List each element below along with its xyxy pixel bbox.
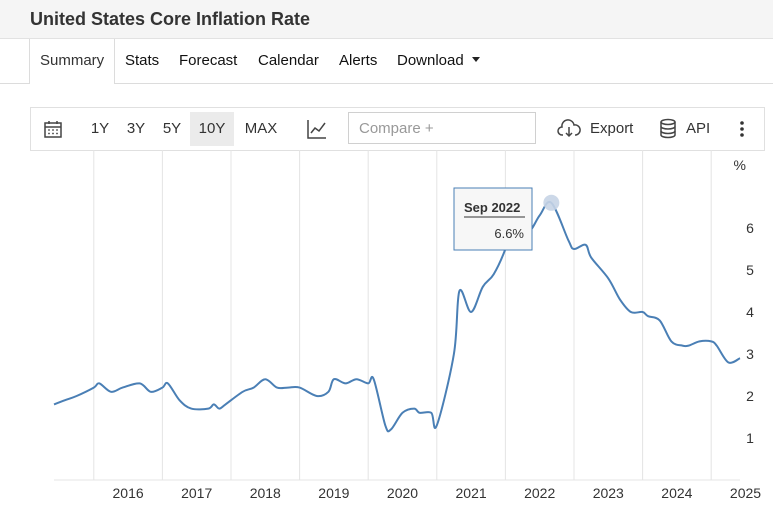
x-tick-label: 2024 xyxy=(661,485,692,501)
tab-summary[interactable]: Summary xyxy=(29,39,116,84)
y-unit-label: % xyxy=(734,157,746,173)
export-button[interactable]: Export xyxy=(590,120,634,137)
y-tick-label: 4 xyxy=(746,304,754,320)
compare-input[interactable] xyxy=(348,112,536,144)
x-tick-label: 2021 xyxy=(456,485,487,501)
y-tick-label: 6 xyxy=(746,220,754,236)
x-tick-label: 2018 xyxy=(250,485,281,501)
x-tick-label: 2019 xyxy=(318,485,349,501)
title-bar: United States Core Inflation Rate xyxy=(0,0,773,39)
tooltip-value: 6.6% xyxy=(494,226,524,241)
y-tick-label: 5 xyxy=(746,262,754,278)
x-tick-label: 2023 xyxy=(593,485,624,501)
tooltip-date: Sep 2022 xyxy=(464,200,520,215)
tab-download-label: Download xyxy=(397,52,464,69)
tab-bar: Summary Stats Forecast Calendar Alerts D… xyxy=(0,39,773,84)
tab-download[interactable]: Download xyxy=(397,39,480,83)
range-3y[interactable]: 3Y xyxy=(126,120,146,137)
x-tick-label: 2016 xyxy=(113,485,144,501)
tab-stats[interactable]: Stats xyxy=(125,52,160,69)
tooltip: Sep 2022 6.6% xyxy=(453,187,560,251)
cloud-download-icon[interactable] xyxy=(557,118,581,140)
x-tick-label: 2022 xyxy=(524,485,555,501)
chart-area[interactable]: 2016 2017 2018 2019 2020 2021 2022 2023 2024 2025… xyxy=(30,150,773,522)
api-button[interactable]: API xyxy=(686,120,711,137)
range-max[interactable]: MAX xyxy=(244,120,278,137)
y-tick-label: 1 xyxy=(746,430,754,446)
tab-forecast[interactable]: Forecast xyxy=(179,52,238,69)
tab-alerts[interactable]: Alerts xyxy=(339,52,378,69)
more-options-icon[interactable] xyxy=(737,120,747,138)
page-title: United States Core Inflation Rate xyxy=(30,9,311,29)
y-tick-label: 2 xyxy=(746,388,754,404)
calendar-icon[interactable] xyxy=(43,119,63,139)
series-line xyxy=(53,200,741,433)
x-tick-label: 2025 xyxy=(730,485,761,501)
caret-down-icon xyxy=(471,56,480,62)
x-tick-label: 2017 xyxy=(181,485,212,501)
range-10y[interactable]: 10Y xyxy=(190,112,234,146)
database-icon[interactable] xyxy=(658,118,678,140)
line-chart-icon[interactable] xyxy=(306,118,328,140)
tab-calendar[interactable]: Calendar xyxy=(258,52,319,69)
highlight-point xyxy=(543,194,560,211)
range-5y[interactable]: 5Y xyxy=(162,120,182,137)
line-chart[interactable]: 2016 2017 2018 2019 2020 2021 2022 2023 2024 2025… xyxy=(30,150,773,522)
range-1y[interactable]: 1Y xyxy=(90,120,110,137)
x-tick-label: 2020 xyxy=(387,485,418,501)
tooltip-box xyxy=(453,187,533,251)
chart-toolbar: 1Y 3Y 5Y 10Y MAX Export API xyxy=(30,107,765,151)
y-tick-label: 3 xyxy=(746,346,754,362)
